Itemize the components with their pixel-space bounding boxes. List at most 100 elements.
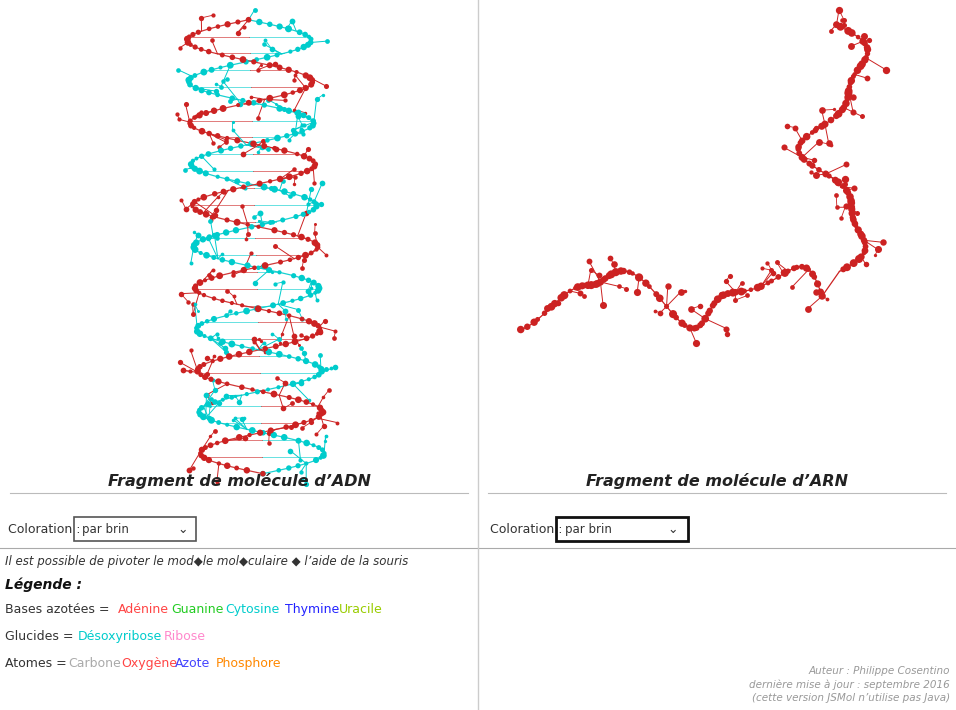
Point xyxy=(841,81,857,92)
Point xyxy=(201,232,216,244)
Point xyxy=(222,351,237,362)
Point xyxy=(255,386,271,398)
Point xyxy=(847,69,862,80)
Point xyxy=(283,46,298,58)
Point xyxy=(306,277,321,288)
Point xyxy=(197,452,212,464)
Point xyxy=(236,21,251,33)
Point xyxy=(294,273,310,284)
Point xyxy=(312,326,327,337)
Point xyxy=(831,108,846,119)
Point xyxy=(290,107,305,119)
Point xyxy=(303,247,318,258)
Point xyxy=(192,404,207,415)
Point xyxy=(215,254,230,266)
Text: ⌄: ⌄ xyxy=(667,523,678,536)
Point xyxy=(238,234,253,245)
Point xyxy=(235,148,250,160)
Point xyxy=(833,21,848,33)
Point xyxy=(272,21,288,32)
Point xyxy=(855,231,870,242)
Point xyxy=(307,227,322,239)
Point xyxy=(317,436,333,447)
Point xyxy=(184,158,199,170)
Point xyxy=(845,92,860,103)
Point xyxy=(823,25,838,36)
Point xyxy=(192,409,207,420)
Point xyxy=(220,419,235,430)
Point xyxy=(857,31,872,42)
Point xyxy=(860,44,876,55)
Point xyxy=(556,290,572,301)
Point xyxy=(215,295,230,307)
Point xyxy=(199,250,214,261)
Point xyxy=(809,286,824,297)
Point xyxy=(728,295,743,306)
Point xyxy=(251,95,267,106)
Point xyxy=(631,272,646,283)
Point xyxy=(665,308,681,320)
Point xyxy=(661,280,676,292)
Point xyxy=(293,293,309,304)
Point xyxy=(244,247,259,258)
Point xyxy=(683,303,698,315)
Point xyxy=(859,48,875,60)
Point xyxy=(305,120,320,131)
Point xyxy=(220,173,235,185)
Point xyxy=(602,253,618,264)
Point xyxy=(207,204,223,216)
Point xyxy=(277,377,293,388)
Point xyxy=(318,430,334,441)
Point xyxy=(808,122,823,133)
Point xyxy=(298,458,314,469)
Point xyxy=(203,431,218,442)
Point xyxy=(249,54,264,65)
Point xyxy=(191,407,206,418)
Point xyxy=(190,305,206,317)
Point xyxy=(291,304,306,315)
Point xyxy=(201,269,216,280)
Point xyxy=(185,161,200,173)
Point xyxy=(771,271,786,283)
Point xyxy=(283,445,298,457)
Point xyxy=(277,94,293,106)
Point xyxy=(223,143,238,154)
Point xyxy=(311,411,326,422)
Point xyxy=(706,297,722,309)
Point xyxy=(237,182,252,193)
Point xyxy=(282,392,297,403)
Point xyxy=(247,336,262,347)
Point xyxy=(187,70,203,81)
Point xyxy=(770,257,785,268)
Point xyxy=(226,184,241,195)
Point xyxy=(184,72,199,84)
Point xyxy=(787,263,802,274)
Point xyxy=(225,116,240,128)
Point xyxy=(271,381,286,393)
Point xyxy=(315,177,330,188)
Point xyxy=(205,356,220,367)
Point xyxy=(290,148,305,160)
Point xyxy=(252,427,268,439)
Point xyxy=(195,234,210,245)
Text: Adénine: Adénine xyxy=(118,604,169,616)
Point xyxy=(286,188,301,200)
Point xyxy=(702,305,717,317)
Point xyxy=(294,474,310,485)
Point xyxy=(215,49,230,60)
Point xyxy=(829,110,844,121)
Point xyxy=(520,321,535,332)
Point xyxy=(698,313,713,324)
Point xyxy=(270,132,285,143)
Point xyxy=(192,207,207,218)
Point xyxy=(219,310,234,321)
Text: ⌄: ⌄ xyxy=(178,523,188,536)
Point xyxy=(829,189,844,200)
Point xyxy=(184,120,199,131)
Point xyxy=(218,435,233,447)
Point xyxy=(287,104,302,116)
Point xyxy=(562,285,577,297)
Point xyxy=(794,152,810,163)
Point xyxy=(277,305,293,317)
Point xyxy=(625,268,641,279)
